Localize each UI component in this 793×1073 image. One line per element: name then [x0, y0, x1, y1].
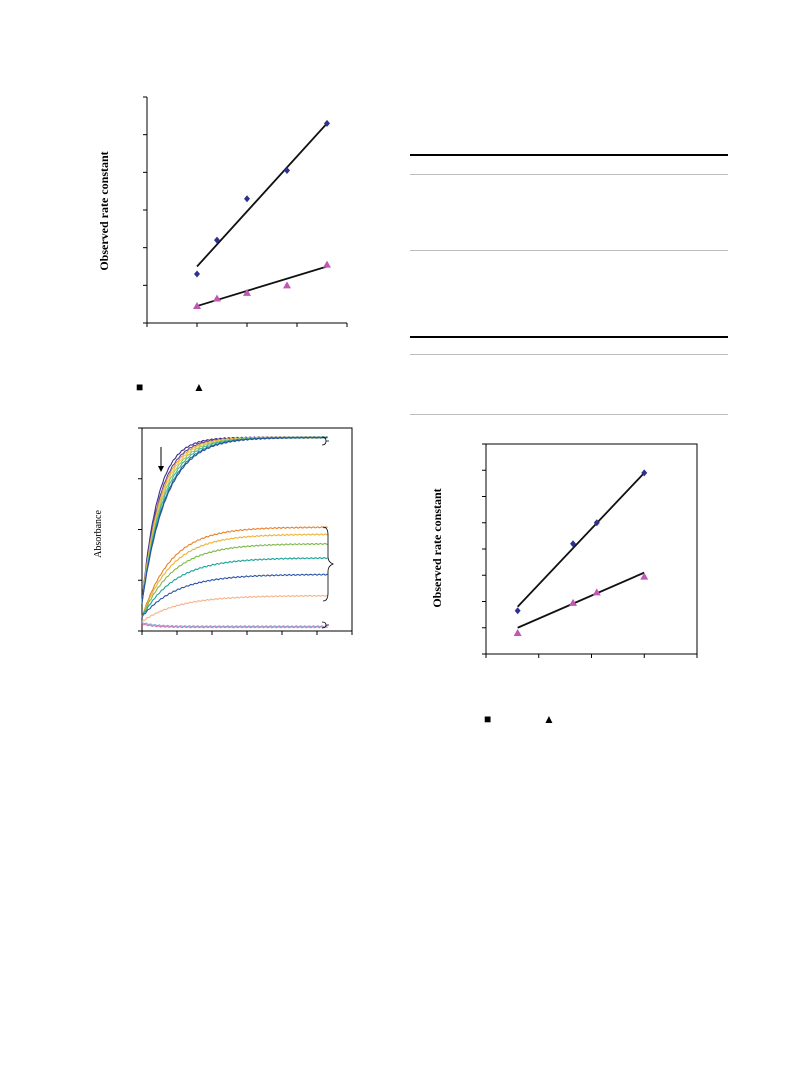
kinetic-trace [141, 436, 328, 603]
kinetic-trace [141, 526, 328, 617]
diamond-point [244, 195, 250, 203]
diamond-point [324, 119, 330, 127]
chart3-ylabel: Observed rate constant [430, 488, 444, 607]
diamond-point [514, 607, 521, 615]
triangle-point [569, 598, 578, 606]
table1-top-rule [410, 154, 728, 156]
triangle-point [213, 294, 221, 302]
triangle-point [513, 629, 522, 636]
table1-header-rule [410, 174, 728, 175]
diamond-point [570, 540, 577, 548]
table2-top-rule [410, 336, 728, 338]
decrease-arrow-head [158, 466, 164, 472]
diamond-point [284, 166, 290, 174]
kinetic-trace [141, 542, 328, 618]
kinetic-trace [141, 573, 328, 618]
table2-header-rule [410, 354, 728, 355]
triangle-point [243, 288, 251, 296]
chart2-annotations [158, 436, 335, 629]
kinetic-trace [141, 594, 328, 622]
plot-frame [485, 443, 698, 655]
triangle-point [193, 302, 201, 310]
legend-square-symbol-2: ■ [484, 712, 492, 726]
diamond-point [194, 270, 200, 278]
kinetic-trace [141, 623, 328, 629]
table2-bottom-rule [410, 414, 728, 415]
legend-triangle-symbol-1: ▲ [193, 380, 205, 394]
chart1-ylabel: Observed rate constant [97, 151, 111, 270]
legend-triangle-symbol-2: ▲ [543, 712, 555, 726]
triangle-point [592, 588, 601, 596]
diamond-point [593, 519, 600, 527]
diamond-point [641, 469, 648, 477]
kinetic-trace [141, 556, 328, 618]
legend-square-symbol-1: ■ [136, 380, 144, 394]
diamond-fit-line [516, 472, 645, 608]
triangle-point [323, 260, 331, 268]
brace-top [321, 436, 329, 446]
triangle-fit-line [517, 571, 645, 629]
brace-middle [322, 526, 335, 602]
diamond-fit-line [196, 122, 328, 268]
brace-bottom [321, 621, 330, 629]
chart2-ylabel: Absorbance [93, 510, 104, 558]
triangle-point [640, 572, 649, 580]
table1-row-rule [410, 250, 728, 251]
kinetic-trace [141, 533, 328, 617]
triangle-point [283, 281, 291, 289]
diamond-point [214, 236, 220, 244]
